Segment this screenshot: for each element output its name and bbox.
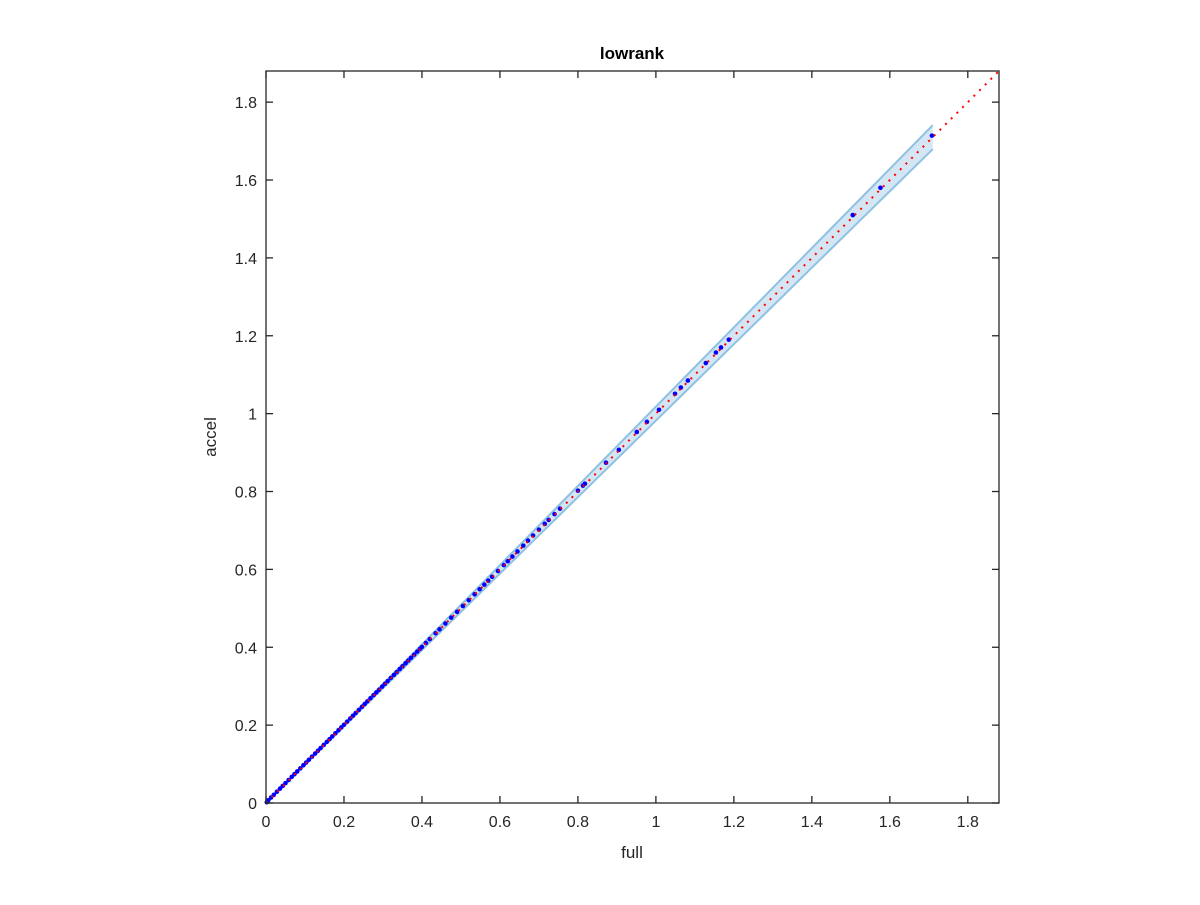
- y-tick-label: 1.6: [235, 173, 257, 190]
- x-tick-label: 0.8: [567, 814, 589, 831]
- x-tick-label: 0: [262, 814, 271, 831]
- data-point: [634, 429, 640, 435]
- x-tick-label: 1: [651, 814, 660, 831]
- x-axis-label: full: [621, 843, 643, 862]
- data-point: [656, 407, 662, 413]
- chart-title: lowrank: [600, 44, 665, 63]
- data-point: [850, 212, 856, 218]
- y-tick-label: 0.2: [235, 718, 257, 735]
- data-point: [414, 649, 420, 654]
- data-point: [437, 627, 442, 632]
- y-tick-label: 0.6: [235, 562, 257, 579]
- data-point: [324, 739, 330, 745]
- data-point: [448, 615, 454, 620]
- data-point: [505, 558, 511, 564]
- data-point: [397, 666, 403, 672]
- data-point: [312, 751, 318, 756]
- data-point: [277, 786, 283, 791]
- data-point: [443, 621, 448, 626]
- plot-area: [264, 70, 1000, 805]
- data-point: [368, 695, 373, 701]
- data-point: [878, 185, 883, 191]
- axes-box: [265, 70, 1000, 804]
- x-tick-label: 0.4: [411, 814, 433, 831]
- data-point: [718, 345, 724, 350]
- y-tick-label: 1.8: [235, 95, 257, 112]
- y-tick-label: 0.4: [235, 640, 257, 657]
- data-point: [685, 378, 691, 383]
- x-tick-label: 0.2: [333, 814, 355, 831]
- y-tick-label: 0: [248, 796, 257, 813]
- data-point: [379, 684, 385, 689]
- y-tick-label: 1.4: [235, 251, 257, 268]
- x-tick-label: 1.2: [723, 814, 745, 831]
- x-tick-label: 1.8: [957, 814, 979, 831]
- y-tick-label: 1: [248, 407, 257, 424]
- data-point: [403, 660, 408, 666]
- y-tick-label: 1.2: [235, 329, 257, 346]
- data-point: [515, 549, 520, 554]
- data-point: [929, 133, 935, 138]
- data-point: [454, 609, 460, 615]
- data-point: [703, 360, 709, 366]
- data-point: [289, 774, 295, 780]
- data-point: [510, 554, 515, 559]
- data-point: [391, 672, 397, 678]
- data-point: [521, 543, 526, 548]
- data-point: [301, 762, 306, 768]
- data-point: [477, 586, 482, 592]
- data-point: [482, 582, 487, 587]
- data-point: [713, 350, 719, 355]
- y-axis-label: accel: [201, 417, 220, 457]
- x-tick-label: 1.4: [801, 814, 823, 831]
- y-tick-label: 0.8: [235, 485, 257, 502]
- x-tick-label: 1.6: [879, 814, 901, 831]
- x-tick-label: 0.6: [489, 814, 511, 831]
- axes: 0 0.2 0.4 0.6 0.8 1 1.2 1.4 1.6 1.8 0 0.2 0.4 0.6 0.8 1…: [235, 70, 1000, 831]
